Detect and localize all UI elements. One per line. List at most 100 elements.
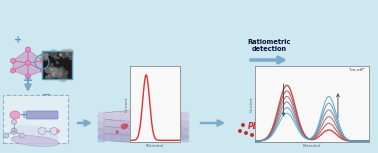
Ellipse shape (265, 125, 355, 136)
Ellipse shape (98, 118, 188, 129)
Circle shape (304, 123, 310, 129)
Y-axis label: Current: Current (250, 96, 254, 112)
Y-axis label: Current: Current (125, 96, 129, 112)
Circle shape (64, 70, 68, 75)
Circle shape (40, 68, 45, 73)
Circle shape (60, 54, 62, 56)
Circle shape (25, 60, 31, 65)
Polygon shape (13, 61, 28, 71)
Circle shape (58, 67, 65, 73)
Circle shape (286, 107, 290, 111)
Circle shape (58, 72, 62, 76)
Circle shape (19, 133, 24, 138)
Ellipse shape (11, 136, 59, 146)
Circle shape (326, 111, 330, 115)
Circle shape (295, 116, 299, 120)
Text: Ratiometric
detection: Ratiometric detection (247, 39, 291, 52)
Circle shape (275, 132, 279, 136)
Polygon shape (13, 50, 28, 63)
Ellipse shape (98, 110, 188, 121)
Ellipse shape (10, 111, 20, 119)
Circle shape (60, 69, 61, 70)
Circle shape (47, 54, 50, 56)
Circle shape (48, 75, 50, 77)
Circle shape (54, 55, 58, 60)
Polygon shape (13, 63, 28, 76)
Circle shape (141, 108, 147, 114)
Text: +: + (14, 35, 22, 45)
Circle shape (56, 129, 59, 132)
Circle shape (339, 111, 342, 114)
Text: "on-off": "on-off" (349, 68, 365, 72)
Circle shape (155, 123, 158, 127)
Circle shape (144, 112, 148, 116)
Polygon shape (28, 63, 43, 76)
Ellipse shape (98, 131, 188, 142)
Circle shape (57, 57, 60, 59)
Circle shape (4, 133, 9, 138)
Circle shape (50, 63, 54, 67)
Circle shape (45, 67, 51, 73)
Circle shape (42, 52, 46, 57)
Circle shape (310, 135, 315, 141)
Circle shape (326, 131, 331, 136)
Circle shape (284, 114, 288, 118)
FancyBboxPatch shape (3, 95, 68, 143)
Circle shape (340, 116, 346, 122)
Circle shape (25, 74, 31, 79)
Circle shape (50, 67, 56, 74)
Circle shape (51, 73, 55, 77)
Circle shape (116, 131, 119, 134)
Text: +: + (23, 73, 33, 86)
Polygon shape (28, 61, 43, 71)
Circle shape (25, 47, 31, 52)
Circle shape (322, 126, 326, 130)
Circle shape (147, 135, 152, 140)
Ellipse shape (11, 131, 59, 141)
Circle shape (244, 131, 248, 135)
Circle shape (39, 53, 47, 61)
Circle shape (11, 68, 15, 73)
FancyBboxPatch shape (42, 51, 72, 79)
Text: +: + (20, 110, 28, 120)
Polygon shape (28, 50, 43, 63)
Text: −: − (42, 90, 52, 100)
Circle shape (63, 57, 64, 59)
Circle shape (45, 55, 49, 59)
Circle shape (50, 67, 58, 75)
Text: Pb: Pb (248, 122, 259, 131)
Circle shape (41, 52, 48, 59)
Circle shape (124, 124, 129, 128)
Circle shape (306, 136, 309, 139)
Circle shape (44, 68, 50, 73)
Circle shape (65, 49, 74, 57)
Circle shape (137, 135, 141, 140)
Circle shape (56, 61, 59, 64)
Ellipse shape (265, 131, 355, 142)
Circle shape (57, 66, 58, 67)
Circle shape (45, 76, 48, 79)
Circle shape (303, 122, 307, 126)
Circle shape (59, 54, 62, 57)
Circle shape (151, 127, 156, 132)
Ellipse shape (11, 126, 59, 136)
Circle shape (58, 52, 62, 56)
Circle shape (50, 49, 57, 57)
FancyBboxPatch shape (26, 111, 58, 119)
Circle shape (52, 72, 59, 78)
X-axis label: Potential: Potential (146, 144, 164, 148)
Circle shape (144, 115, 149, 119)
Circle shape (11, 58, 15, 63)
Ellipse shape (265, 110, 355, 121)
Circle shape (335, 134, 341, 140)
Circle shape (11, 119, 17, 125)
Circle shape (60, 49, 69, 58)
X-axis label: Potential: Potential (303, 144, 321, 148)
Circle shape (283, 127, 287, 132)
Circle shape (121, 123, 127, 129)
Circle shape (45, 58, 48, 61)
Circle shape (58, 73, 68, 82)
Circle shape (11, 128, 17, 134)
Circle shape (58, 72, 62, 75)
Circle shape (48, 66, 52, 69)
